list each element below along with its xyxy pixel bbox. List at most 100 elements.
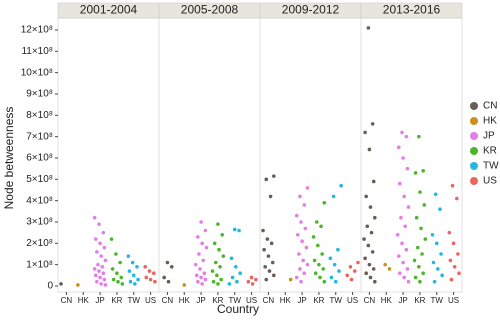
point [270,260,275,265]
point [235,279,239,284]
point [194,273,199,278]
point [404,134,409,139]
point [219,277,223,282]
point [198,267,202,271]
point [371,179,376,184]
point [406,279,411,284]
point [216,282,220,286]
point [203,277,208,282]
point [383,262,387,267]
point [405,267,410,271]
point [305,262,310,267]
point [246,279,251,284]
point [336,247,340,252]
point [339,183,343,188]
point [166,279,171,284]
point [438,207,442,211]
point [128,279,133,284]
point [262,247,266,252]
point [230,275,235,280]
legend-swatch [470,102,478,110]
point [322,201,327,205]
point [404,247,409,252]
point [356,260,360,265]
point [316,243,320,248]
point [136,277,140,282]
point [311,235,316,239]
x-tick-label: HK [381,296,393,305]
point [363,130,367,135]
point [294,213,299,218]
point [402,275,406,280]
point [294,275,299,280]
point [300,239,304,243]
point [196,235,200,239]
point [417,134,421,139]
point [200,241,204,246]
x-tick-label: KR [212,296,223,305]
x-tick-label: JP [196,296,205,305]
point [352,269,357,273]
point [114,252,118,256]
point [302,271,307,276]
point [431,260,436,265]
point [298,267,302,271]
x-tick-label: CN [61,296,73,305]
point [457,271,461,276]
point [345,273,349,278]
y-tick-label: 1×10⁸ [26,259,53,270]
point [211,279,216,284]
y-tick-label: 0 [47,281,53,292]
x-tick-label: JP [398,296,407,305]
point [401,156,405,160]
point [450,183,455,188]
facet-title: 2013-2016 [383,3,441,17]
x-tick-label: KR [414,296,425,305]
point [318,275,322,280]
point [238,271,242,276]
point [109,237,114,241]
point [396,254,401,258]
y-tick-label: 7×10⁸ [26,131,53,142]
point [272,273,276,278]
x-tick-label: HK [78,296,90,305]
point [402,194,406,199]
point [399,215,403,220]
point [301,258,305,263]
point [95,250,99,254]
point [103,258,108,263]
point [97,222,101,226]
point [120,282,125,286]
point [97,269,101,273]
y-tick-label: 3×10⁸ [26,217,53,228]
legend-label: TW [483,161,499,172]
point [261,228,265,233]
point [201,258,206,263]
point [267,269,272,273]
point [430,233,435,237]
point [415,245,420,250]
point [144,275,149,280]
point [413,275,418,280]
point [127,269,132,273]
x-tick-label: CN [364,296,376,305]
point [304,245,309,250]
point [373,215,377,220]
point [395,233,400,237]
point [263,265,267,269]
x-tick-label: JP [297,296,306,305]
point [329,275,334,280]
y-tick-label: 8×10⁸ [26,110,53,121]
point [101,271,106,276]
point [202,271,207,276]
y-tick-label: 9×10⁸ [26,89,53,100]
point [118,260,122,265]
point [266,254,271,258]
x-tick-label: TW [431,296,444,305]
point [406,205,411,209]
point [237,228,241,233]
x-axis-title: Country [217,302,259,316]
point [269,241,274,246]
point [414,215,419,220]
point [452,265,457,269]
